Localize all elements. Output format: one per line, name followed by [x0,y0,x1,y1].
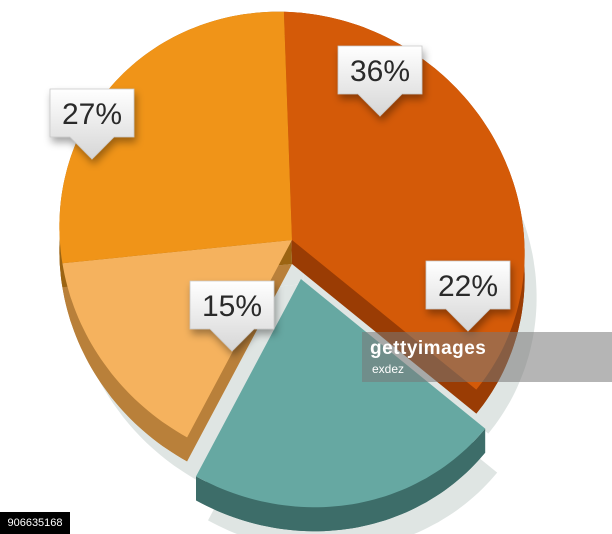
slice-label: 27% [62,98,122,131]
slice-27 [59,11,293,264]
label-tag-shape [49,88,135,160]
watermark-author: exdez [372,362,405,376]
slice-label: 15% [202,290,262,323]
label-tag-shape [425,260,511,332]
watermark-brand: gettyimages [370,338,487,359]
watermark-banner: gettyimages exdez [362,332,612,382]
label-tag: 36% [337,45,423,117]
pie-label-layer: 36% 22% 15% 27% [49,45,511,352]
label-tag: 27% [49,88,135,160]
label-tag: 22% [425,260,511,332]
image-id-label: 906635168 [0,512,70,534]
slice-side [62,263,188,462]
label-tag: 15% [189,280,275,352]
label-tag-shape [337,45,423,117]
slice-side [196,428,486,532]
slice-label: 22% [438,270,498,303]
label-tag-shape [189,280,275,352]
slice-label: 36% [350,55,410,88]
slice-22 [196,279,486,508]
